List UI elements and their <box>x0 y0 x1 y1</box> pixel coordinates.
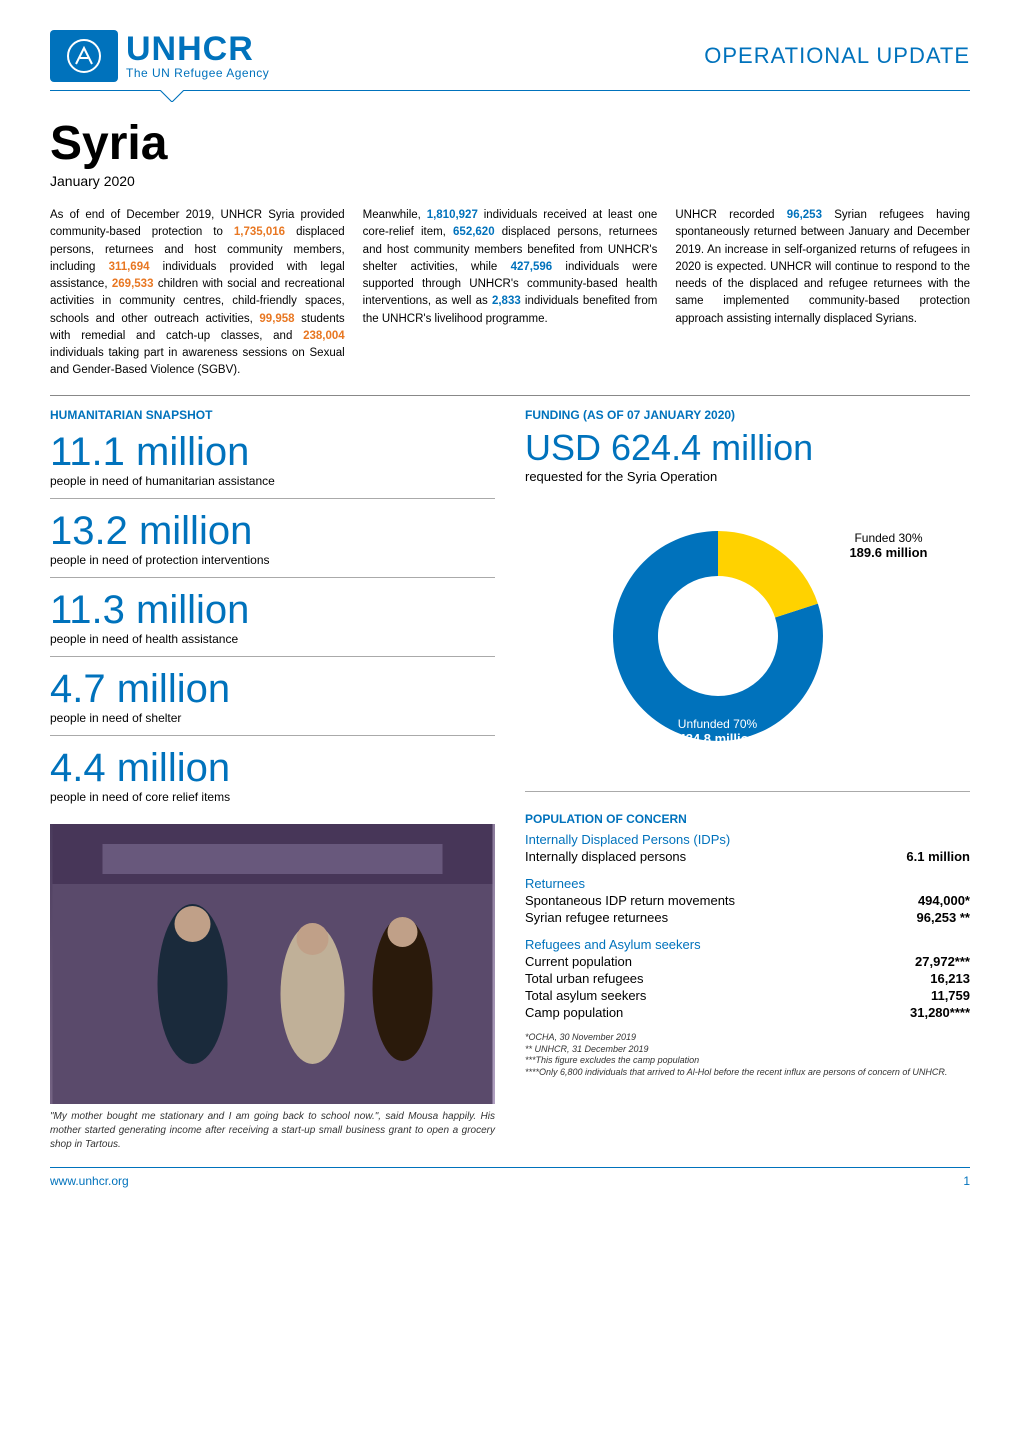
stat-block-2: 11.3 million people in need of health as… <box>50 588 495 646</box>
pop-row: Camp population 31,280**** <box>525 1005 970 1020</box>
funding-desc: requested for the Syria Operation <box>525 469 970 484</box>
footnote: ***This figure excludes the camp populat… <box>525 1055 970 1067</box>
funded-label: Funded 30% 189.6 million <box>849 531 927 560</box>
funding-header: FUNDING (AS OF 07 JANUARY 2020) <box>525 408 970 422</box>
stat-students: 99,958 <box>259 313 294 325</box>
pop-row: Syrian refugee returnees 96,253 ** <box>525 910 970 925</box>
stat-protection: 1,735,016 <box>234 226 285 238</box>
pop-row: Total asylum seekers 11,759 <box>525 988 970 1003</box>
stat-desc: people in need of core relief items <box>50 790 495 804</box>
footnote: *OCHA, 30 November 2019 <box>525 1032 970 1044</box>
divider-notch-icon <box>160 90 184 102</box>
stat-livelihood: 2,833 <box>492 295 521 307</box>
pop-row: Current population 27,972*** <box>525 954 970 969</box>
population-header: POPULATION OF CONCERN <box>525 812 970 826</box>
page-title: Syria <box>50 116 970 171</box>
page-subtitle: January 2020 <box>50 173 970 189</box>
photo-caption: "My mother bought me stationary and I am… <box>50 1110 495 1152</box>
stat-block-1: 13.2 million people in need of protectio… <box>50 509 495 567</box>
section-divider <box>50 395 970 396</box>
right-column: FUNDING (AS OF 07 JANUARY 2020) USD 624.… <box>525 408 970 1152</box>
snapshot-header: HUMANITARIAN SNAPSHOT <box>50 408 495 422</box>
intro-columns: As of end of December 2019, UNHCR Syria … <box>50 207 970 380</box>
pop-returnees-section: Returnees Spontaneous IDP return movemen… <box>525 876 970 925</box>
intro-col-1: As of end of December 2019, UNHCR Syria … <box>50 207 345 380</box>
stat-returnees: 96,253 <box>787 209 822 221</box>
pop-refugees-subheader: Refugees and Asylum seekers <box>525 937 970 952</box>
stat-block-4: 4.4 million people in need of core relie… <box>50 746 495 804</box>
pop-row: Spontaneous IDP return movements 494,000… <box>525 893 970 908</box>
stat-number: 13.2 million <box>50 509 495 553</box>
pop-row: Internally displaced persons 6.1 million <box>525 849 970 864</box>
logo-unhcr-text: UNHCR <box>126 32 269 66</box>
main-two-col: HUMANITARIAN SNAPSHOT 11.1 million peopl… <box>50 408 970 1152</box>
pop-refugees-section: Refugees and Asylum seekers Current popu… <box>525 937 970 1020</box>
footer-page-number: 1 <box>963 1174 970 1188</box>
logo-container: UNHCR The UN Refugee Agency <box>50 30 269 82</box>
unhcr-logo-icon <box>50 30 118 82</box>
pop-row: Total urban refugees 16,213 <box>525 971 970 986</box>
stat-divider <box>50 498 495 499</box>
stat-number: 4.7 million <box>50 667 495 711</box>
header-divider <box>50 90 970 91</box>
stat-number: 11.3 million <box>50 588 495 632</box>
stat-number: 11.1 million <box>50 430 495 474</box>
logo-tagline: The UN Refugee Agency <box>126 66 269 80</box>
stat-legal: 311,694 <box>109 261 150 273</box>
stat-number: 4.4 million <box>50 746 495 790</box>
stat-relief: 1,810,927 <box>427 209 478 221</box>
operational-update-label: OPERATIONAL UPDATE <box>704 43 970 69</box>
stat-block-0: 11.1 million people in need of humanitar… <box>50 430 495 488</box>
stat-desc: people in need of protection interventio… <box>50 553 495 567</box>
stat-block-3: 4.7 million people in need of shelter <box>50 667 495 725</box>
left-column: HUMANITARIAN SNAPSHOT 11.1 million peopl… <box>50 408 495 1152</box>
stat-sgbv: 238,004 <box>303 330 345 342</box>
intro-col-2: Meanwhile, 1,810,927 individuals receive… <box>363 207 658 380</box>
footnote: ****Only 6,800 individuals that arrived … <box>525 1067 970 1079</box>
photo-section: "My mother bought me stationary and I am… <box>50 824 495 1152</box>
header-row: UNHCR The UN Refugee Agency OPERATIONAL … <box>50 30 970 82</box>
pop-idp-section: Internally Displaced Persons (IDPs) Inte… <box>525 832 970 864</box>
stat-desc: people in need of shelter <box>50 711 495 725</box>
funding-amount: USD 624.4 million <box>525 428 970 468</box>
stat-desc: people in need of health assistance <box>50 632 495 646</box>
right-divider <box>525 791 970 792</box>
pop-returnees-subheader: Returnees <box>525 876 970 891</box>
stat-desc: people in need of humanitarian assistanc… <box>50 474 495 488</box>
stat-children: 269,533 <box>112 278 154 290</box>
pop-idp-subheader: Internally Displaced Persons (IDPs) <box>525 832 970 847</box>
footer-row: www.unhcr.org 1 <box>50 1167 970 1188</box>
stat-divider <box>50 577 495 578</box>
logo-text-box: UNHCR The UN Refugee Agency <box>126 32 269 80</box>
stat-health: 427,596 <box>511 261 553 273</box>
intro-col-3: UNHCR recorded 96,253 Syrian refugees ha… <box>675 207 970 380</box>
footnote: ** UNHCR, 31 December 2019 <box>525 1044 970 1056</box>
photo-placeholder <box>50 824 495 1104</box>
funding-donut-chart: Funded 30% 189.6 million Unfunded 70% 43… <box>558 496 938 776</box>
stat-shelter: 652,620 <box>453 226 495 238</box>
unfunded-label: Unfunded 70% 434.8 million <box>658 717 778 746</box>
stat-divider <box>50 735 495 736</box>
footer-url: www.unhcr.org <box>50 1174 129 1188</box>
footnotes: *OCHA, 30 November 2019 ** UNHCR, 31 Dec… <box>525 1032 970 1079</box>
stat-divider <box>50 656 495 657</box>
